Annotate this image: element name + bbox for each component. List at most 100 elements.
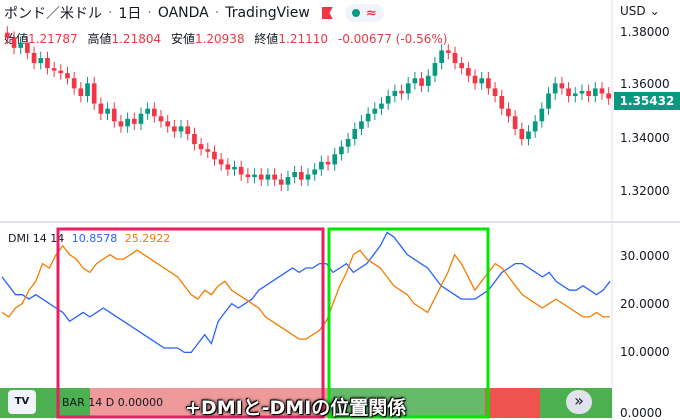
scroll-to-latest-button[interactable]: » xyxy=(566,390,592,414)
candle-body xyxy=(165,121,171,127)
currency-label: USD xyxy=(620,4,646,18)
bar-indicator-legend[interactable]: BAR 14 D 0.00000 xyxy=(62,396,163,409)
candle-body xyxy=(51,68,57,71)
dmi-lines-group xyxy=(1,231,611,354)
candle-body xyxy=(372,108,378,114)
broker-label: OANDA xyxy=(157,5,209,21)
symbol-legend[interactable]: ポンド／米ドル · 1日 · OANDA · TradingView ≈ xyxy=(4,2,384,24)
candle-body xyxy=(452,52,458,64)
candle-body xyxy=(379,103,384,109)
candle-body xyxy=(245,174,251,178)
candle-body xyxy=(252,174,257,178)
interval-label[interactable]: 1日 xyxy=(118,6,142,22)
candle-body xyxy=(546,93,551,109)
candle-body xyxy=(305,174,311,180)
candle-body xyxy=(552,83,558,94)
candle-body xyxy=(345,139,351,147)
tradingview-logo: TV xyxy=(8,390,36,414)
candle-body xyxy=(325,161,331,165)
change-value: -0.00677 (-0.56%) xyxy=(337,32,448,46)
candle-body xyxy=(31,52,37,64)
candle-body xyxy=(78,88,84,96)
candle-body xyxy=(352,128,358,140)
candle-body xyxy=(579,90,585,94)
dmi-axis-label: 30.0000 xyxy=(620,249,670,263)
flag-icon[interactable] xyxy=(321,7,333,19)
candle-body xyxy=(339,146,344,155)
low-label: 安値 xyxy=(170,32,195,46)
candle-body xyxy=(111,108,117,122)
candle-body xyxy=(118,121,124,127)
candle-body xyxy=(38,58,44,64)
candle-body xyxy=(98,103,104,114)
candle-body xyxy=(486,78,491,89)
price-axis-label: 1.36000 xyxy=(620,77,670,91)
market-status-pill[interactable]: ≈ xyxy=(344,4,384,22)
candle-body xyxy=(459,63,465,69)
candle-body xyxy=(526,131,531,140)
dmi-axis-label: 20.0000 xyxy=(620,297,670,311)
candle-body xyxy=(125,118,130,127)
candle-body xyxy=(385,96,391,104)
close-value: 1.21110 xyxy=(278,32,329,46)
candle-body xyxy=(172,126,177,132)
close-label: 終値 xyxy=(254,32,279,46)
open-value: 1.21787 xyxy=(28,32,78,46)
price-axis-label: 1.32000 xyxy=(620,184,670,198)
separator: · xyxy=(214,5,220,21)
candle-body xyxy=(405,83,411,94)
candle-body xyxy=(359,121,364,129)
candle-body xyxy=(285,177,291,185)
candle-body xyxy=(232,166,237,170)
chevron-down-icon: ⌄ xyxy=(649,4,660,18)
minus-di-line xyxy=(1,244,610,340)
low-value: 1.20938 xyxy=(194,32,245,46)
minus-di-value: 25.2922 xyxy=(124,232,171,245)
candle-body xyxy=(58,70,64,74)
candle-body xyxy=(18,42,24,48)
current-price-tag: 1.35432 xyxy=(614,92,680,110)
candle-body xyxy=(212,151,217,160)
candle-body xyxy=(85,83,90,96)
currency-selector[interactable]: USD ⌄ xyxy=(620,4,660,18)
candle-body xyxy=(425,75,431,86)
candle-body xyxy=(138,113,144,124)
candle-body xyxy=(238,166,244,175)
candle-body xyxy=(599,88,605,94)
candle-body xyxy=(178,126,184,132)
platform-label: TradingView xyxy=(225,5,310,21)
candle-body xyxy=(412,78,418,84)
candle-body xyxy=(265,174,271,180)
candle-body xyxy=(272,174,277,180)
candle-body xyxy=(539,108,545,122)
candle-body xyxy=(499,96,505,109)
candle-body xyxy=(258,174,264,180)
candle-body xyxy=(432,63,438,76)
candle-body xyxy=(506,108,511,117)
candle-body xyxy=(292,172,297,178)
dmi-legend[interactable]: DMI 14 14 10.8578 25.2922 xyxy=(8,232,170,245)
dmi-name: DMI 14 14 xyxy=(8,232,65,245)
plus-di-value: 10.8578 xyxy=(71,232,118,245)
candle-body xyxy=(586,90,591,96)
candle-body xyxy=(225,164,231,170)
candle-body xyxy=(65,73,70,79)
bar-indicator-name: BAR 14 D xyxy=(62,396,115,409)
price-axis-label: 1.34000 xyxy=(620,131,670,145)
candle-body xyxy=(512,116,518,129)
candle-body xyxy=(519,128,525,140)
candle-body xyxy=(278,179,284,185)
candle-body xyxy=(71,78,77,89)
candles-group xyxy=(5,26,611,191)
candle-body xyxy=(205,149,211,152)
highlight-box-red xyxy=(56,227,325,419)
bar-indicator-value: 0.00000 xyxy=(117,396,164,409)
separator: · xyxy=(147,5,152,21)
candle-body xyxy=(439,50,444,64)
candle-body xyxy=(158,116,164,122)
candle-body xyxy=(185,126,191,134)
candle-body xyxy=(492,88,498,96)
symbol-title[interactable]: ポンド／米ドル xyxy=(4,6,102,22)
